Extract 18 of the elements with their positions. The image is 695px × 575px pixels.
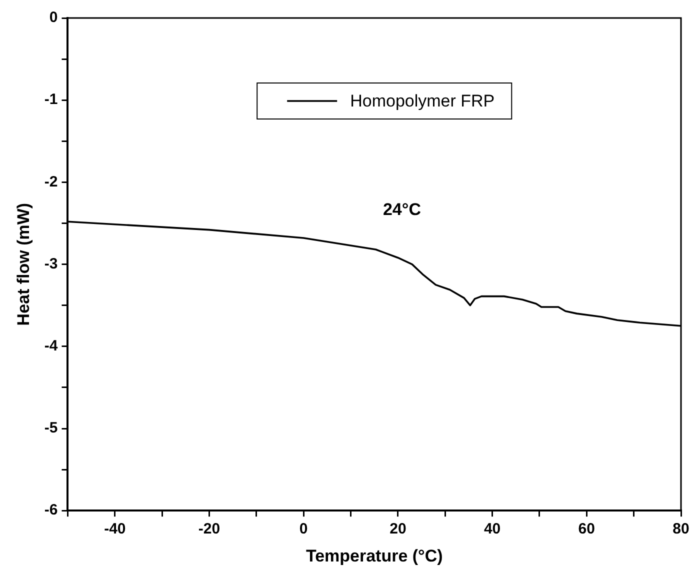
legend-label: Homopolymer FRP <box>350 92 495 111</box>
y-tick-label: -4 <box>44 338 58 355</box>
x-tick-label: 0 <box>299 520 308 538</box>
x-tick-label: 80 <box>672 520 690 538</box>
x-tick-label: -20 <box>198 520 220 538</box>
x-tick-label: 20 <box>390 520 406 538</box>
y-tick-label: -6 <box>44 502 58 519</box>
y-tick-label: 0 <box>49 9 58 26</box>
x-tick-label: 40 <box>484 520 501 538</box>
y-axis-title: Heat flow (mW) <box>14 202 33 326</box>
annotation: 24°C <box>382 200 421 219</box>
x-tick-label: 60 <box>578 520 595 538</box>
y-tick-label: -5 <box>44 420 58 437</box>
y-tick-label: -2 <box>44 173 58 190</box>
y-tick-label: -1 <box>44 91 58 108</box>
x-axis-title: Temperature (°C) <box>306 546 443 566</box>
x-tick-label: -40 <box>104 520 126 538</box>
y-tick-label: -3 <box>44 255 58 272</box>
